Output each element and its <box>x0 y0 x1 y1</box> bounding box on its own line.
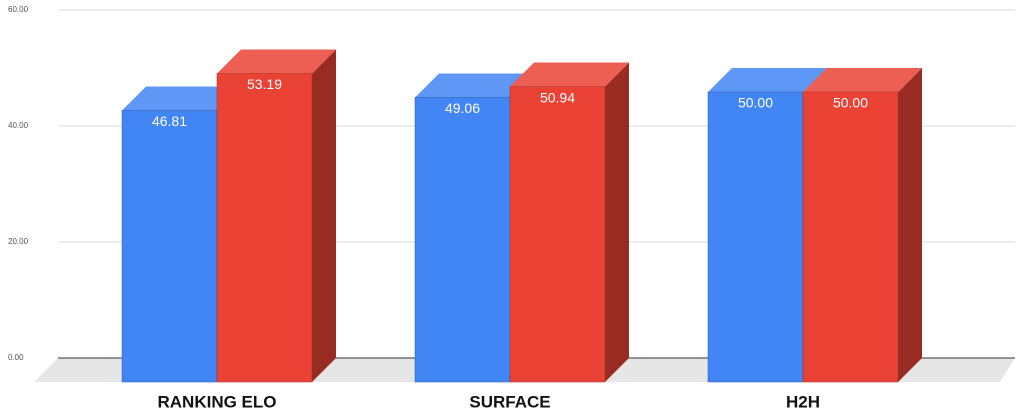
bar-top <box>122 86 241 111</box>
bar-side <box>312 49 336 383</box>
value-label: 46.81 <box>152 113 187 129</box>
bar <box>216 73 313 383</box>
bar <box>509 86 606 383</box>
bar <box>802 91 899 383</box>
bar-top <box>708 68 827 92</box>
y-tick-label: 60.00 <box>8 5 29 14</box>
y-tick-label: 40.00 <box>8 121 29 130</box>
bar-top <box>510 62 629 87</box>
value-label: 50.94 <box>540 89 575 105</box>
bar-side <box>898 68 922 382</box>
bar <box>414 97 511 383</box>
x-tick-label: SURFACE <box>469 392 550 411</box>
bar <box>707 91 804 383</box>
x-tick-label: H2H <box>786 392 820 411</box>
x-tick-label: RANKING ELO <box>158 392 277 411</box>
bar-top <box>217 49 336 74</box>
value-label: 50.00 <box>738 95 773 111</box>
y-tick-label: 0.00 <box>8 353 24 362</box>
bar-top <box>415 73 534 98</box>
bar-side <box>605 62 629 382</box>
value-label: 50.00 <box>833 95 868 111</box>
bar-top <box>803 68 922 92</box>
value-label: 49.06 <box>445 100 480 116</box>
y-tick-label: 20.00 <box>8 237 29 246</box>
bar <box>121 110 218 383</box>
value-label: 53.19 <box>247 76 282 92</box>
